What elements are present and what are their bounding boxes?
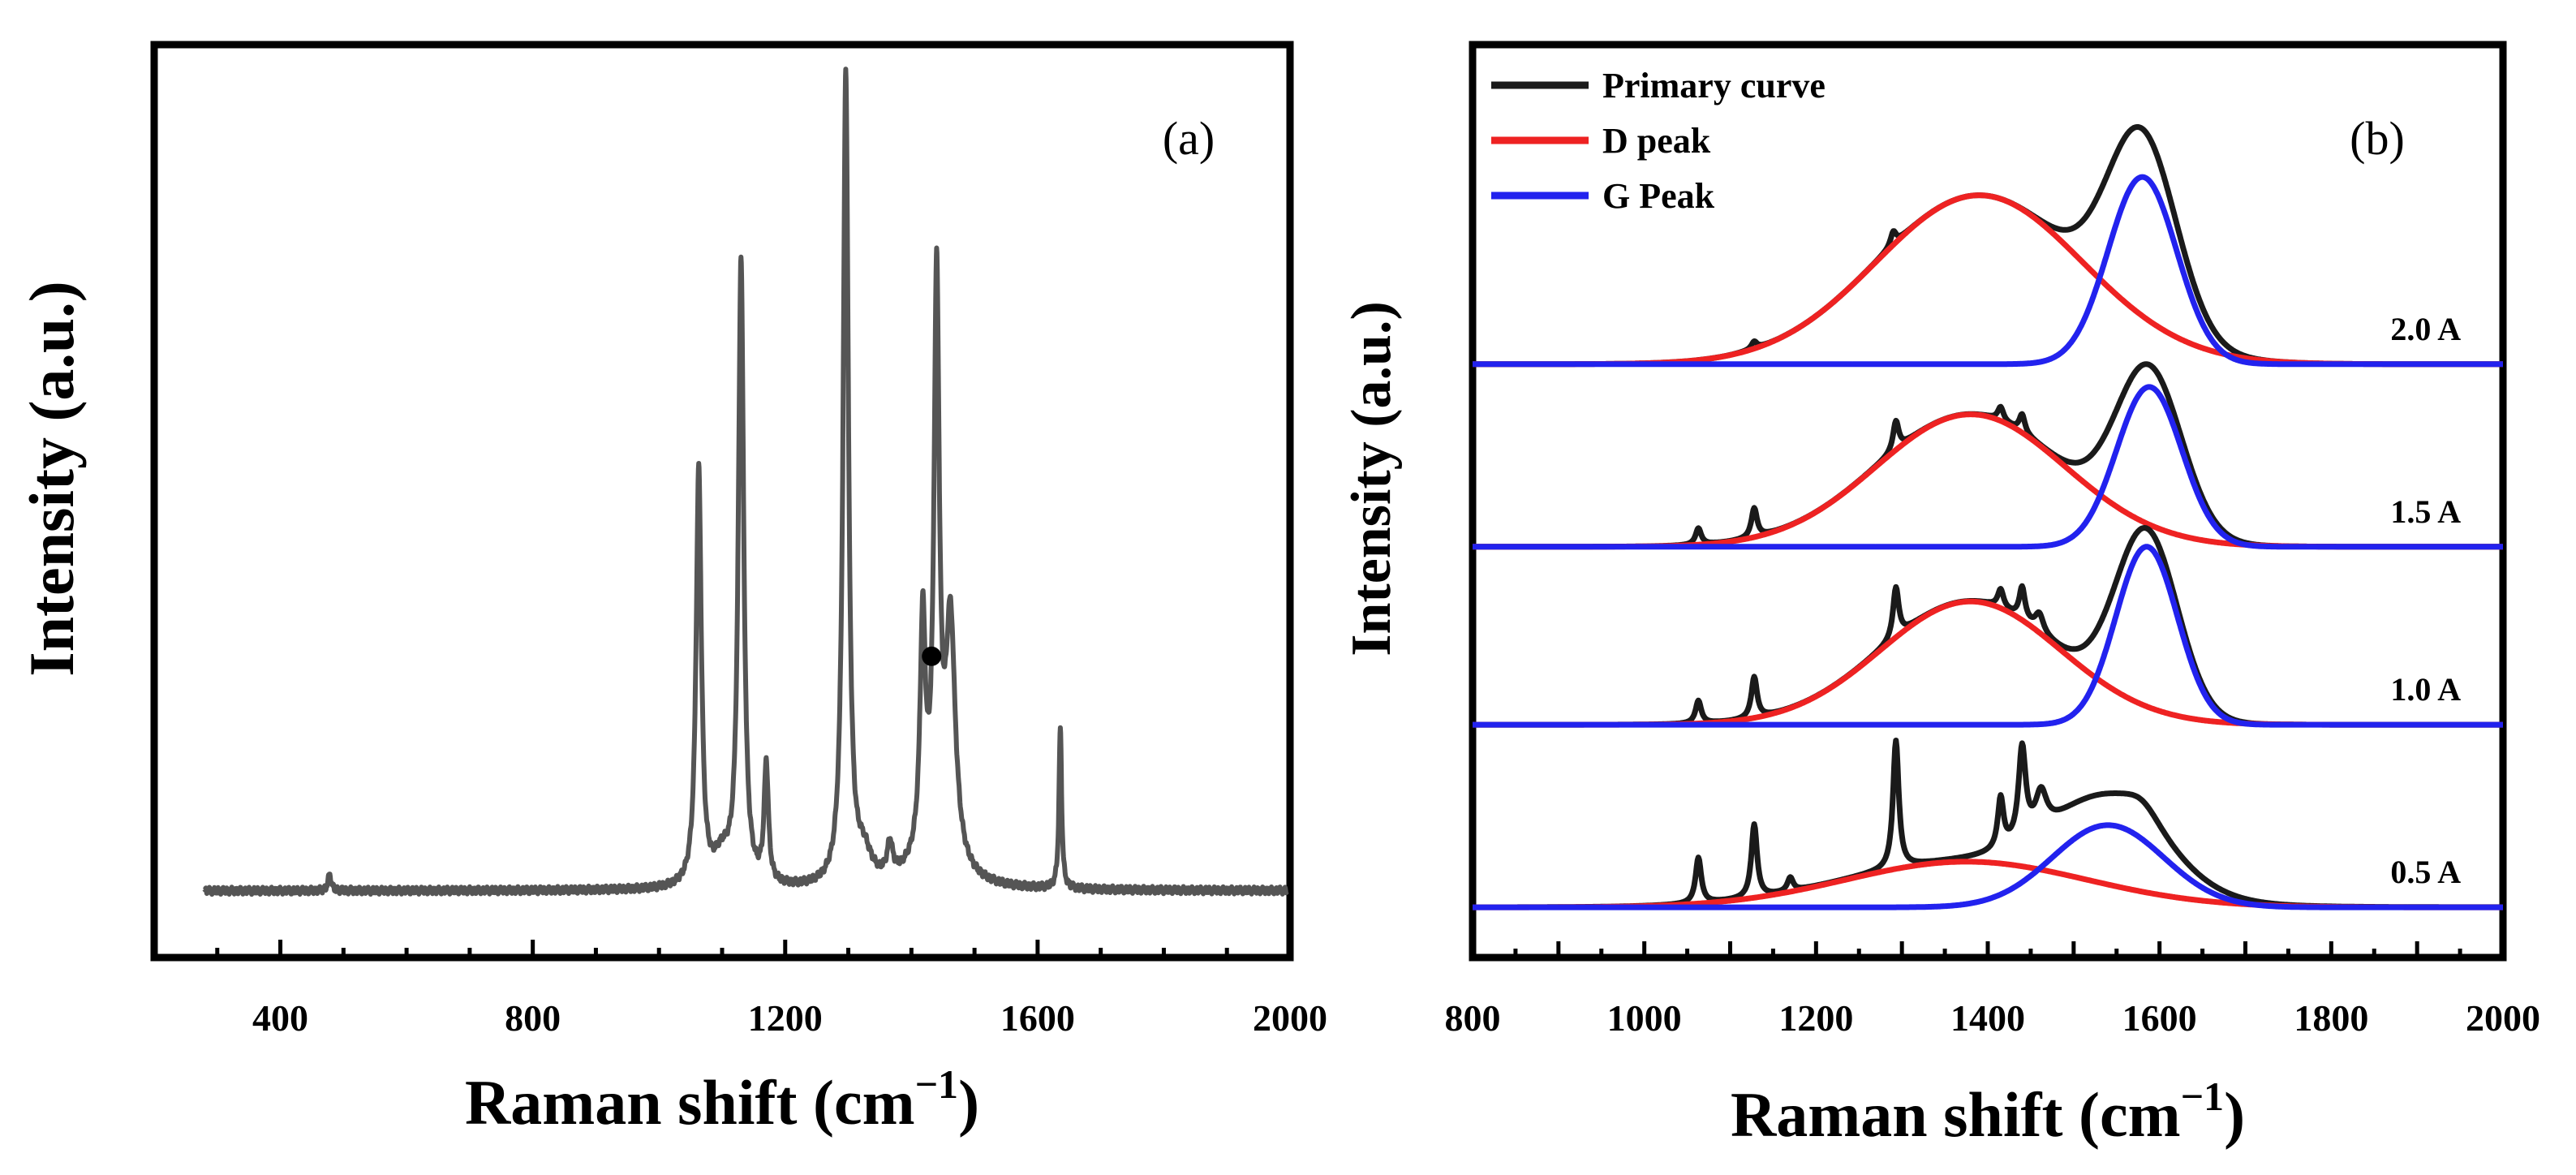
x-tick-label: 1200: [748, 997, 823, 1039]
x-axis-title-b: Raman shift (cm−1): [1731, 1074, 2245, 1150]
plot-frame-a: [150, 41, 1294, 962]
x-tick-label: 1200: [1778, 997, 1853, 1039]
y-axis-title-a: Intensity (a.u.): [16, 281, 87, 677]
y-axis-title-b: Intensity (a.u.): [1340, 301, 1403, 656]
legend-label: D peak: [1602, 121, 1711, 161]
panel-label-a: (a): [1163, 112, 1215, 165]
stacked-curves: 2.0 A 1.5 A 1.0 A 0.5 A: [1470, 124, 2505, 910]
panel-label-b: (b): [2350, 112, 2405, 165]
x-tick-label: 800: [505, 997, 561, 1039]
curve-current-label: 1.5 A: [2390, 493, 2461, 530]
highlight-marker: [922, 646, 942, 666]
legend-label: Primary curve: [1602, 66, 1826, 105]
g-peak-line: [1473, 384, 2503, 550]
primary-curve-line: [1470, 525, 2505, 728]
panel-a: 400 800 1200 1600 2000 (a) Intensity (a.u.) …: [16, 41, 1327, 1138]
x-axis-title-a-main: Raman shift (cm: [465, 1067, 915, 1138]
x-tick-label: 1600: [2122, 997, 2197, 1039]
x-tick-label: 400: [252, 997, 308, 1039]
x-tick-label: 2000: [2466, 997, 2540, 1039]
d-peak-line: [1473, 192, 2503, 368]
curve-current-label: 2.0 A: [2390, 311, 2461, 347]
curve-current-label: 0.5 A: [2390, 854, 2461, 890]
x-tick-label: 1000: [1607, 997, 1682, 1039]
x-axis-title-b-close: ): [2224, 1079, 2245, 1150]
panel-b: 2.0 A 1.5 A 1.0 A 0.5 A 800 1000 1200 1400 1600…: [1340, 41, 2540, 1150]
legend: Primary curve D peak G Peak: [1491, 66, 1826, 216]
x-ticks-a: 400 800 1200 1600 2000: [152, 940, 1327, 1039]
g-peak-line: [1473, 822, 2503, 910]
primary-curve-line: [1470, 124, 2505, 368]
x-tick-label: 1400: [1950, 997, 2025, 1039]
g-peak-line: [1473, 174, 2503, 368]
x-axis-title-b-sup: −1: [2181, 1074, 2225, 1119]
primary-curve-line: [1470, 361, 2505, 550]
d-peak-line: [1473, 411, 2503, 550]
x-axis-title-a-close: ): [958, 1067, 979, 1138]
g-peak-line: [1473, 544, 2503, 728]
curve-current-label: 1.0 A: [2390, 671, 2461, 708]
x-ticks-b: 800 1000 1200 1400 1600 1800 2000: [1445, 941, 2540, 1039]
legend-label: G Peak: [1602, 176, 1715, 216]
x-tick-label: 1800: [2294, 997, 2368, 1039]
x-axis-title-b-main: Raman shift (cm: [1731, 1079, 2181, 1150]
x-axis-title-a: Raman shift (cm−1): [465, 1061, 979, 1138]
x-tick-label: 1600: [1000, 997, 1075, 1039]
primary-curve-line: [1470, 738, 2505, 910]
x-tick-label: 2000: [1253, 997, 1327, 1039]
x-axis-title-a-sup: −1: [915, 1061, 959, 1107]
x-tick-label: 800: [1445, 997, 1501, 1039]
raman-spectrum-line: [202, 67, 1289, 897]
d-peak-line: [1473, 598, 2503, 728]
